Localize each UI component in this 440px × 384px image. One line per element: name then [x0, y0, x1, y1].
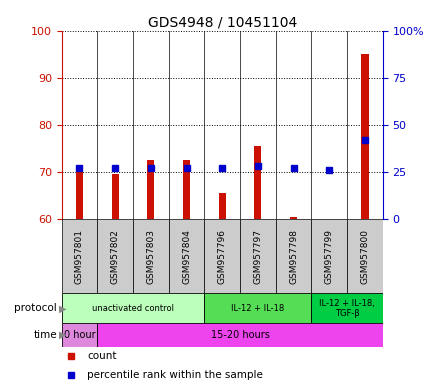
Bar — [133, 219, 169, 293]
Bar — [183, 160, 190, 219]
Bar — [169, 219, 204, 293]
Bar — [97, 323, 383, 347]
Bar — [62, 323, 97, 347]
Text: IL-12 + IL-18,
TGF-β: IL-12 + IL-18, TGF-β — [319, 299, 375, 318]
Text: GSM957802: GSM957802 — [110, 229, 120, 283]
Text: unactivated control: unactivated control — [92, 304, 174, 313]
Text: GSM957799: GSM957799 — [325, 228, 334, 284]
Bar — [204, 219, 240, 293]
Text: IL-12 + IL-18: IL-12 + IL-18 — [231, 304, 285, 313]
Bar — [76, 165, 83, 219]
Title: GDS4948 / 10451104: GDS4948 / 10451104 — [147, 16, 297, 30]
Bar — [254, 146, 261, 219]
Text: GSM957798: GSM957798 — [289, 228, 298, 284]
Bar — [62, 219, 97, 293]
Text: GSM957803: GSM957803 — [147, 228, 155, 284]
Bar — [312, 219, 347, 293]
Text: percentile rank within the sample: percentile rank within the sample — [87, 370, 263, 380]
Text: protocol: protocol — [15, 303, 57, 313]
Bar — [112, 174, 119, 219]
Text: GSM957796: GSM957796 — [218, 228, 227, 284]
Bar — [62, 293, 204, 323]
Bar — [219, 193, 226, 219]
Bar — [240, 219, 276, 293]
Bar — [347, 219, 383, 293]
Text: time: time — [33, 330, 57, 340]
Text: GSM957800: GSM957800 — [360, 228, 370, 284]
Bar — [147, 160, 154, 219]
Bar — [312, 293, 383, 323]
Text: GSM957804: GSM957804 — [182, 229, 191, 283]
Text: 0 hour: 0 hour — [64, 330, 95, 340]
Text: ▶: ▶ — [59, 330, 67, 340]
Text: GSM957801: GSM957801 — [75, 228, 84, 284]
Text: 15-20 hours: 15-20 hours — [211, 330, 269, 340]
Bar — [276, 219, 312, 293]
Text: count: count — [87, 351, 117, 361]
Bar — [361, 54, 369, 219]
Bar — [290, 217, 297, 219]
Text: GSM957797: GSM957797 — [253, 228, 262, 284]
Bar — [97, 219, 133, 293]
Bar — [204, 293, 312, 323]
Text: ▶: ▶ — [59, 303, 67, 313]
